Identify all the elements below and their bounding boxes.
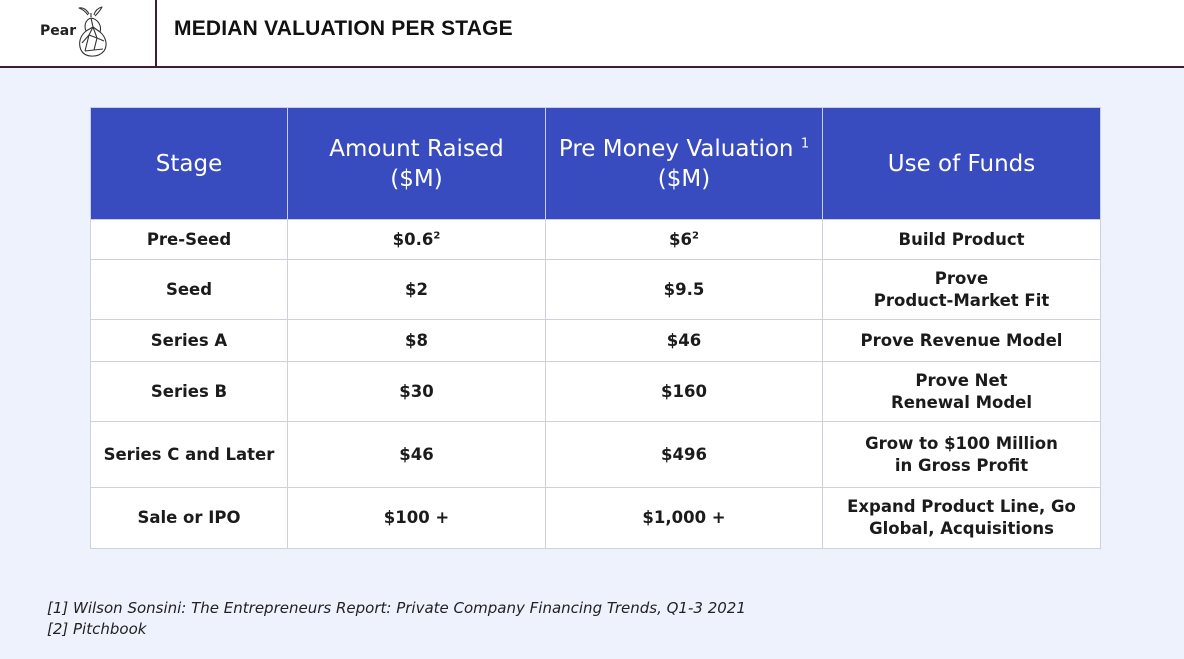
logo: Pear (0, 0, 157, 66)
column-header-pre-money-valuation: Pre Money Valuation 1 ($M) (545, 107, 823, 220)
table-row: Seed $2 $9.5 Prove Product-Market Fit (90, 259, 1101, 320)
cell-amount: $46 (287, 421, 546, 488)
cell-valuation: $1,000 + (545, 487, 823, 549)
table-row: Series C and Later $46 $496 Grow to $100… (90, 421, 1101, 488)
cell-valuation: $9.5 (545, 259, 823, 320)
cell-stage: Seed (90, 259, 288, 320)
table-header-row: Stage Amount Raised ($M) Pre Money Valua… (90, 107, 1101, 220)
cell-stage: Series A (90, 319, 288, 362)
cell-amount: $0.62 (287, 219, 546, 260)
cell-use-of-funds: Prove Product-Market Fit (822, 259, 1101, 320)
footnote: [1] Wilson Sonsini: The Entrepreneurs Re… (47, 599, 746, 617)
table-row: Sale or IPO $100 + $1,000 + Expand Produ… (90, 487, 1101, 549)
cell-use-of-funds: Build Product (822, 219, 1101, 260)
cell-valuation: $160 (545, 361, 823, 422)
column-header-stage: Stage (90, 107, 288, 220)
cell-valuation: $46 (545, 319, 823, 362)
cell-use-of-funds: Expand Product Line, Go Global, Acquisiti… (822, 487, 1101, 549)
column-header-use-of-funds: Use of Funds (822, 107, 1101, 220)
cell-stage: Series B (90, 361, 288, 422)
cell-amount: $100 + (287, 487, 546, 549)
cell-valuation: $496 (545, 421, 823, 488)
table-row: Pre-Seed $0.62 $62 Build Product (90, 219, 1101, 260)
cell-stage: Sale or IPO (90, 487, 288, 549)
cell-stage: Series C and Later (90, 421, 288, 488)
logo-text: Pear (40, 23, 77, 39)
slide-header: Pear MEDIAN VALUATION PER STAGE (0, 0, 1184, 68)
cell-amount: $2 (287, 259, 546, 320)
footnote-marker: 2 (692, 230, 699, 241)
cell-use-of-funds: Grow to $100 Million in Gross Profit (822, 421, 1101, 488)
cell-use-of-funds: Prove Net Renewal Model (822, 361, 1101, 422)
column-header-amount-raised: Amount Raised ($M) (287, 107, 546, 220)
footnote-marker: 2 (433, 230, 441, 241)
table-row: Series A $8 $46 Prove Revenue Model (90, 319, 1101, 362)
table-row: Series B $30 $160 Prove Net Renewal Model (90, 361, 1101, 422)
cell-stage: Pre-Seed (90, 219, 288, 260)
cell-amount: $8 (287, 319, 546, 362)
cell-amount: $30 (287, 361, 546, 422)
valuation-table: Stage Amount Raised ($M) Pre Money Valua… (90, 107, 1101, 549)
cell-use-of-funds: Prove Revenue Model (822, 319, 1101, 362)
page-title: MEDIAN VALUATION PER STAGE (174, 17, 513, 40)
pear-icon (78, 6, 107, 57)
footnotes: [1] Wilson Sonsini: The Entrepreneurs Re… (47, 598, 746, 640)
footnote-marker: 1 (800, 135, 810, 151)
footnote: [2] Pitchbook (47, 620, 147, 638)
cell-valuation: $62 (545, 219, 823, 260)
